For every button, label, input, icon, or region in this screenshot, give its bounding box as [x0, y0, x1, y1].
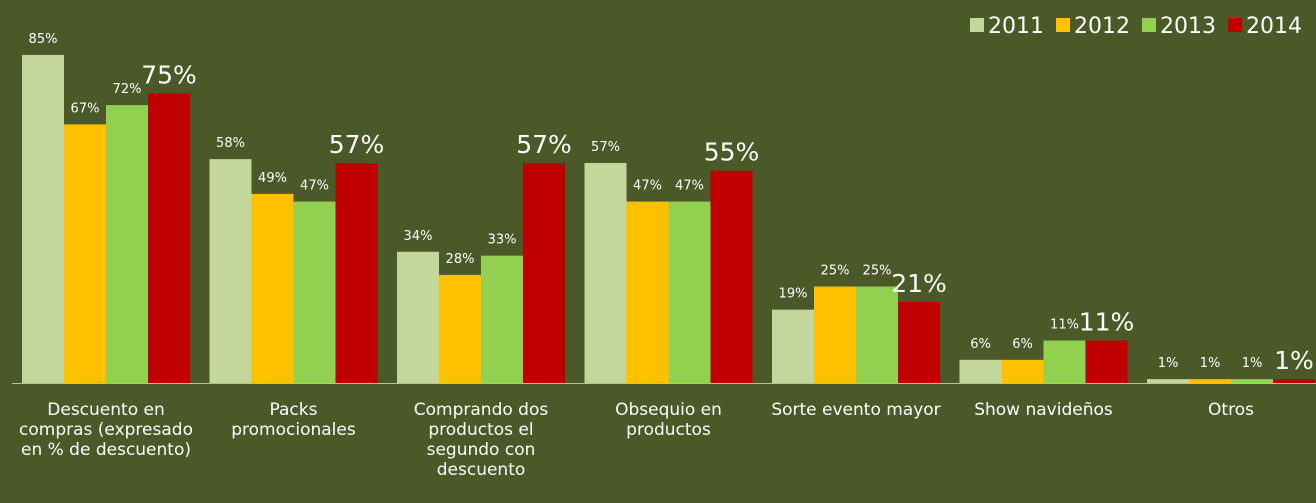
x-tick-label: Otros	[1208, 400, 1254, 420]
data-label: 6%	[970, 337, 991, 352]
data-label: 1%	[1242, 356, 1263, 371]
bar	[626, 201, 669, 383]
data-label: 49%	[258, 171, 287, 186]
bar	[710, 170, 753, 383]
legend-swatch	[970, 18, 984, 32]
bar	[523, 162, 565, 383]
data-label: 19%	[779, 287, 808, 302]
bar	[668, 201, 711, 383]
data-label: 1%	[1200, 356, 1221, 371]
bar	[209, 159, 252, 383]
data-label: 28%	[446, 252, 475, 267]
legend-label: 2014	[1246, 14, 1302, 39]
bar	[959, 359, 1002, 383]
data-label: 25%	[863, 264, 892, 279]
data-label: 67%	[71, 101, 100, 116]
bar	[1231, 379, 1273, 383]
data-label: 72%	[113, 82, 142, 97]
bar	[64, 124, 106, 383]
data-label: 11%	[1050, 318, 1079, 333]
bar	[1189, 379, 1231, 383]
x-tick-label: Comprando dos productos el segundo con d…	[413, 400, 549, 480]
legend-swatch	[1228, 18, 1242, 32]
bar	[772, 309, 814, 383]
bar	[1043, 340, 1086, 383]
data-label: 47%	[633, 179, 662, 194]
bar	[856, 286, 898, 383]
bar	[814, 286, 856, 383]
data-label: 6%	[1012, 337, 1033, 352]
bar	[439, 274, 481, 383]
x-tick-label: Show navideños	[974, 400, 1113, 420]
bar	[148, 93, 190, 383]
bar	[481, 255, 523, 383]
data-label: 85%	[29, 32, 58, 47]
bar	[898, 301, 940, 383]
bar	[584, 162, 627, 383]
data-label: 57%	[591, 140, 620, 155]
data-label: 58%	[216, 136, 245, 151]
x-tick-label: Obsequio en productos	[615, 400, 722, 440]
x-tick-label: Sorte evento mayor	[771, 400, 941, 420]
bar	[106, 105, 148, 383]
data-label: 47%	[300, 179, 329, 194]
bar	[397, 251, 439, 383]
bar	[293, 201, 336, 383]
data-label: 57%	[329, 130, 385, 159]
legend-swatch	[1142, 18, 1156, 32]
legend-label: 2013	[1160, 14, 1216, 39]
x-tick-label: Descuento en compras (expresado en % de …	[19, 400, 193, 460]
data-label: 47%	[675, 179, 704, 194]
legend-label: 2011	[988, 14, 1044, 39]
data-label: 25%	[821, 264, 850, 279]
data-label: 34%	[404, 229, 433, 244]
bar	[1147, 379, 1189, 383]
bar	[335, 162, 378, 383]
data-label: 57%	[516, 130, 572, 159]
bar	[1273, 379, 1315, 383]
data-label: 75%	[141, 61, 197, 90]
bar	[251, 193, 294, 383]
x-tick-label: Packs promocionales	[231, 400, 356, 440]
data-label: 1%	[1158, 356, 1179, 371]
data-label: 1%	[1274, 346, 1314, 375]
legend-swatch	[1056, 18, 1070, 32]
data-label: 55%	[704, 138, 760, 167]
bar	[22, 54, 64, 384]
bar	[1085, 340, 1128, 383]
data-label: 21%	[891, 269, 947, 298]
data-label: 33%	[488, 233, 517, 248]
bar	[1001, 359, 1044, 383]
legend-label: 2012	[1074, 14, 1130, 39]
data-label: 11%	[1079, 308, 1135, 337]
